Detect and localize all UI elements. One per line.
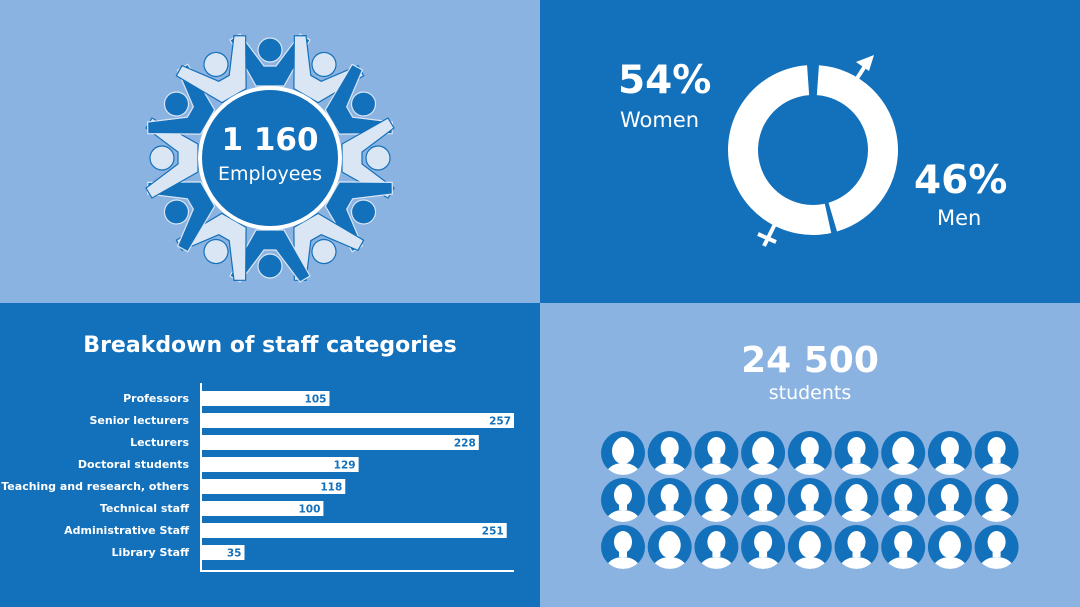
student-avatar-icon — [741, 431, 786, 475]
data-label: 257 — [489, 416, 511, 428]
person-icon — [324, 63, 393, 135]
student-avatar-icon — [694, 525, 739, 569]
employees-panel: 1 160 Employees — [0, 0, 540, 303]
student-avatar-icon — [834, 478, 879, 522]
women-percent: 54% — [618, 58, 712, 103]
bar — [202, 523, 507, 538]
student-avatar-icon — [881, 431, 926, 475]
student-avatar-icon — [787, 478, 832, 522]
category-label: Senior lecturers — [90, 414, 190, 427]
chart-title: Breakdown of staff categories — [83, 333, 457, 358]
gender-donut-chart — [728, 55, 898, 247]
data-label: 251 — [482, 526, 504, 538]
student-avatar-icon — [787, 525, 832, 569]
student-avatar-icon — [834, 525, 879, 569]
person-icon — [147, 181, 216, 253]
person-icon — [293, 212, 365, 281]
student-avatar-icon — [741, 478, 786, 522]
category-label: Lecturers — [130, 436, 189, 449]
category-label: Professors — [123, 392, 189, 405]
student-avatar-icon — [927, 431, 972, 475]
bar — [202, 413, 514, 428]
female-symbol-icon — [757, 217, 780, 247]
men-label: Men — [937, 206, 982, 230]
male-arrow-icon — [856, 55, 874, 71]
category-label: Library Staff — [112, 546, 190, 559]
student-avatar-icon — [927, 525, 972, 569]
data-label: 100 — [298, 504, 320, 516]
student-avatar-icon — [601, 478, 645, 522]
women-label: Women — [620, 108, 700, 132]
student-avatar-icon — [601, 431, 645, 475]
students-label: students — [768, 382, 852, 404]
student-avatar-icon — [647, 478, 692, 522]
employees-count: 1 160 — [221, 122, 319, 158]
men-percent: 46% — [914, 158, 1008, 203]
student-avatar-icon — [694, 431, 739, 475]
bar — [202, 457, 359, 472]
students-count: 24 500 — [741, 340, 879, 381]
category-label: Technical staff — [100, 502, 189, 515]
staff-breakdown-panel — [0, 303, 540, 607]
student-avatar-icon — [927, 478, 972, 522]
student-avatar-icon — [881, 478, 926, 522]
women-arc — [728, 65, 832, 236]
student-avatar-icon — [974, 478, 1019, 522]
student-avatar-icon — [974, 431, 1019, 475]
student-avatar-icon — [647, 525, 692, 569]
student-avatar-icon — [974, 525, 1019, 569]
employees-label: Employees — [218, 163, 322, 185]
bar — [202, 479, 346, 494]
person-icon — [229, 229, 311, 283]
data-label: 35 — [227, 548, 242, 560]
employees-center-circle — [198, 86, 342, 230]
student-avatar-icon — [601, 525, 645, 569]
bar — [202, 435, 479, 450]
data-label: 228 — [454, 438, 476, 450]
men-arc — [816, 65, 898, 232]
data-label: 105 — [305, 394, 327, 406]
bar — [202, 391, 330, 406]
bar — [202, 545, 245, 560]
category-label: Doctoral students — [78, 458, 190, 471]
data-label: 118 — [320, 482, 342, 494]
student-avatar-icon — [834, 431, 879, 475]
student-avatar-icon — [881, 525, 926, 569]
staff-bar-chart: Professors 105 Senior lecturers 257 Lecturer… — [1, 383, 514, 572]
person-icon — [341, 117, 395, 199]
male-symbol-icon — [841, 61, 869, 102]
student-avatar-icon — [787, 431, 832, 475]
gender-panel: 54% Women 46% Men — [540, 0, 1080, 303]
people-circle-icon — [145, 33, 395, 283]
person-icon — [145, 117, 199, 199]
student-avatars-grid — [601, 431, 1019, 569]
category-label: Teaching and research, others — [1, 480, 189, 493]
student-avatar-icon — [741, 525, 786, 569]
student-avatar-icon — [694, 478, 739, 522]
bar — [202, 501, 324, 516]
person-icon — [175, 35, 247, 104]
student-avatar-icon — [647, 431, 692, 475]
category-label: Administrative Staff — [64, 524, 189, 537]
data-label: 129 — [334, 460, 356, 472]
